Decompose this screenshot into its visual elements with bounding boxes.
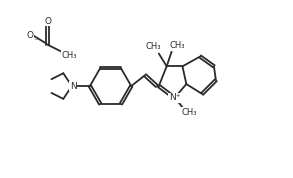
Text: CH₃: CH₃ bbox=[62, 51, 77, 60]
Text: O: O bbox=[26, 31, 33, 40]
Text: N: N bbox=[70, 82, 76, 91]
Text: CH₃: CH₃ bbox=[170, 41, 185, 50]
Text: CH₃: CH₃ bbox=[182, 108, 197, 117]
Text: CH₃: CH₃ bbox=[145, 42, 161, 51]
Text: N⁺: N⁺ bbox=[169, 93, 180, 102]
Text: ⁻: ⁻ bbox=[34, 36, 38, 45]
Text: O: O bbox=[44, 17, 51, 26]
